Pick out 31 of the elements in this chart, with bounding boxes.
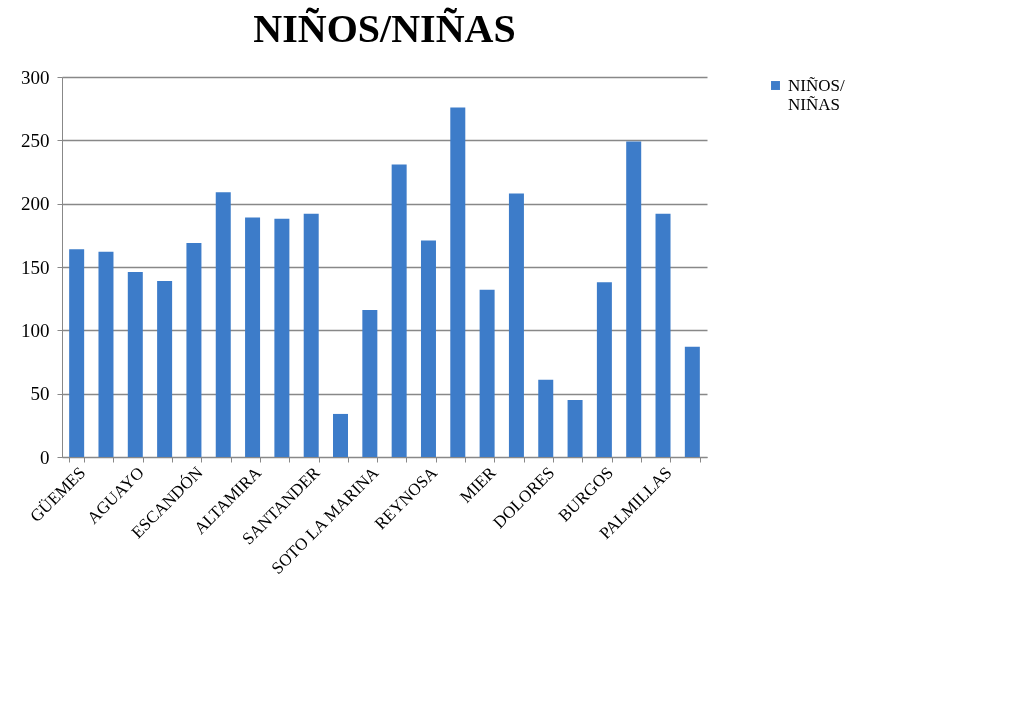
y-tick-label: 300 xyxy=(21,66,50,88)
bar xyxy=(303,213,319,457)
y-tick-label: 200 xyxy=(21,193,50,215)
bar xyxy=(626,141,642,457)
bar xyxy=(245,217,261,457)
chart-title: NIÑOS/NIÑAS xyxy=(253,6,516,51)
bar xyxy=(274,218,290,457)
bar xyxy=(450,107,466,457)
bar xyxy=(479,289,495,457)
bar xyxy=(655,213,671,457)
y-tick-label: 100 xyxy=(21,319,50,341)
bar xyxy=(362,310,378,457)
y-tick-label: 150 xyxy=(21,256,50,278)
legend-label: NIÑOS/ NIÑAS xyxy=(788,75,845,114)
bar xyxy=(127,272,143,457)
bar xyxy=(420,240,436,457)
bar xyxy=(538,379,554,457)
bar xyxy=(186,242,202,457)
bar xyxy=(567,400,583,457)
bar xyxy=(333,413,349,457)
bar xyxy=(508,193,524,457)
y-tick-label: 250 xyxy=(21,129,50,151)
bar xyxy=(391,164,407,457)
y-tick-label: 0 xyxy=(40,446,50,468)
y-tick-label: 50 xyxy=(30,383,50,405)
bar xyxy=(157,280,173,457)
bar xyxy=(215,192,231,457)
bar xyxy=(684,346,700,457)
bar xyxy=(69,249,85,457)
bar xyxy=(98,251,114,457)
bar xyxy=(596,282,612,457)
